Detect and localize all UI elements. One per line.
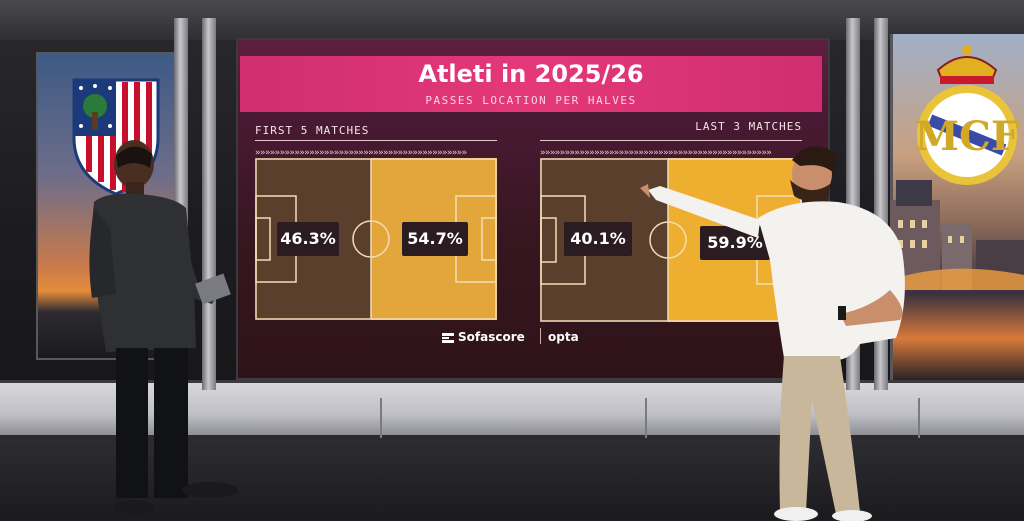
title-banner [240,56,822,112]
atletico-madrid-crest-icon [72,78,160,196]
graphic-title: Atleti in 2025/26 [418,60,644,88]
chevron-divider: »»»»»»»»»»»»»»»»»»»»»»»»»»»»»»»»»»»»»»»»… [255,148,467,158]
pitch-first-five [255,158,497,320]
graphic-subtitle: PASSES LOCATION PER HALVES [425,94,637,107]
own-half-percent-first: 46.3% [277,222,339,256]
chevron-divider: »»»»»»»»»»»»»»»»»»»»»»»»»»»»»»»»»»»»»»»»… [540,148,772,158]
sofascore-brand: Sofascore [458,330,525,344]
stage-seam [380,398,382,438]
presenter-left-figure [89,140,238,516]
real-madrid-crest-icon: MCF [915,45,1020,185]
own-half-percent-last: 40.1% [564,222,632,256]
divider-line [540,140,802,141]
first-matches-label: FIRST 5 MATCHES [255,124,370,137]
opp-half-percent-first: 54.7% [402,222,468,256]
stage-seam [645,398,647,438]
brand-separator [540,328,541,344]
svg-text:MCF: MCF [915,113,1020,160]
sofascore-logo-icon [442,333,454,343]
divider-line [255,140,497,141]
presenter-right-figure [640,146,905,521]
studio-ceiling [0,0,1024,40]
stage-seam [918,398,920,438]
last-matches-label: LAST 3 MATCHES [695,120,802,133]
opta-brand: opta [548,330,579,344]
